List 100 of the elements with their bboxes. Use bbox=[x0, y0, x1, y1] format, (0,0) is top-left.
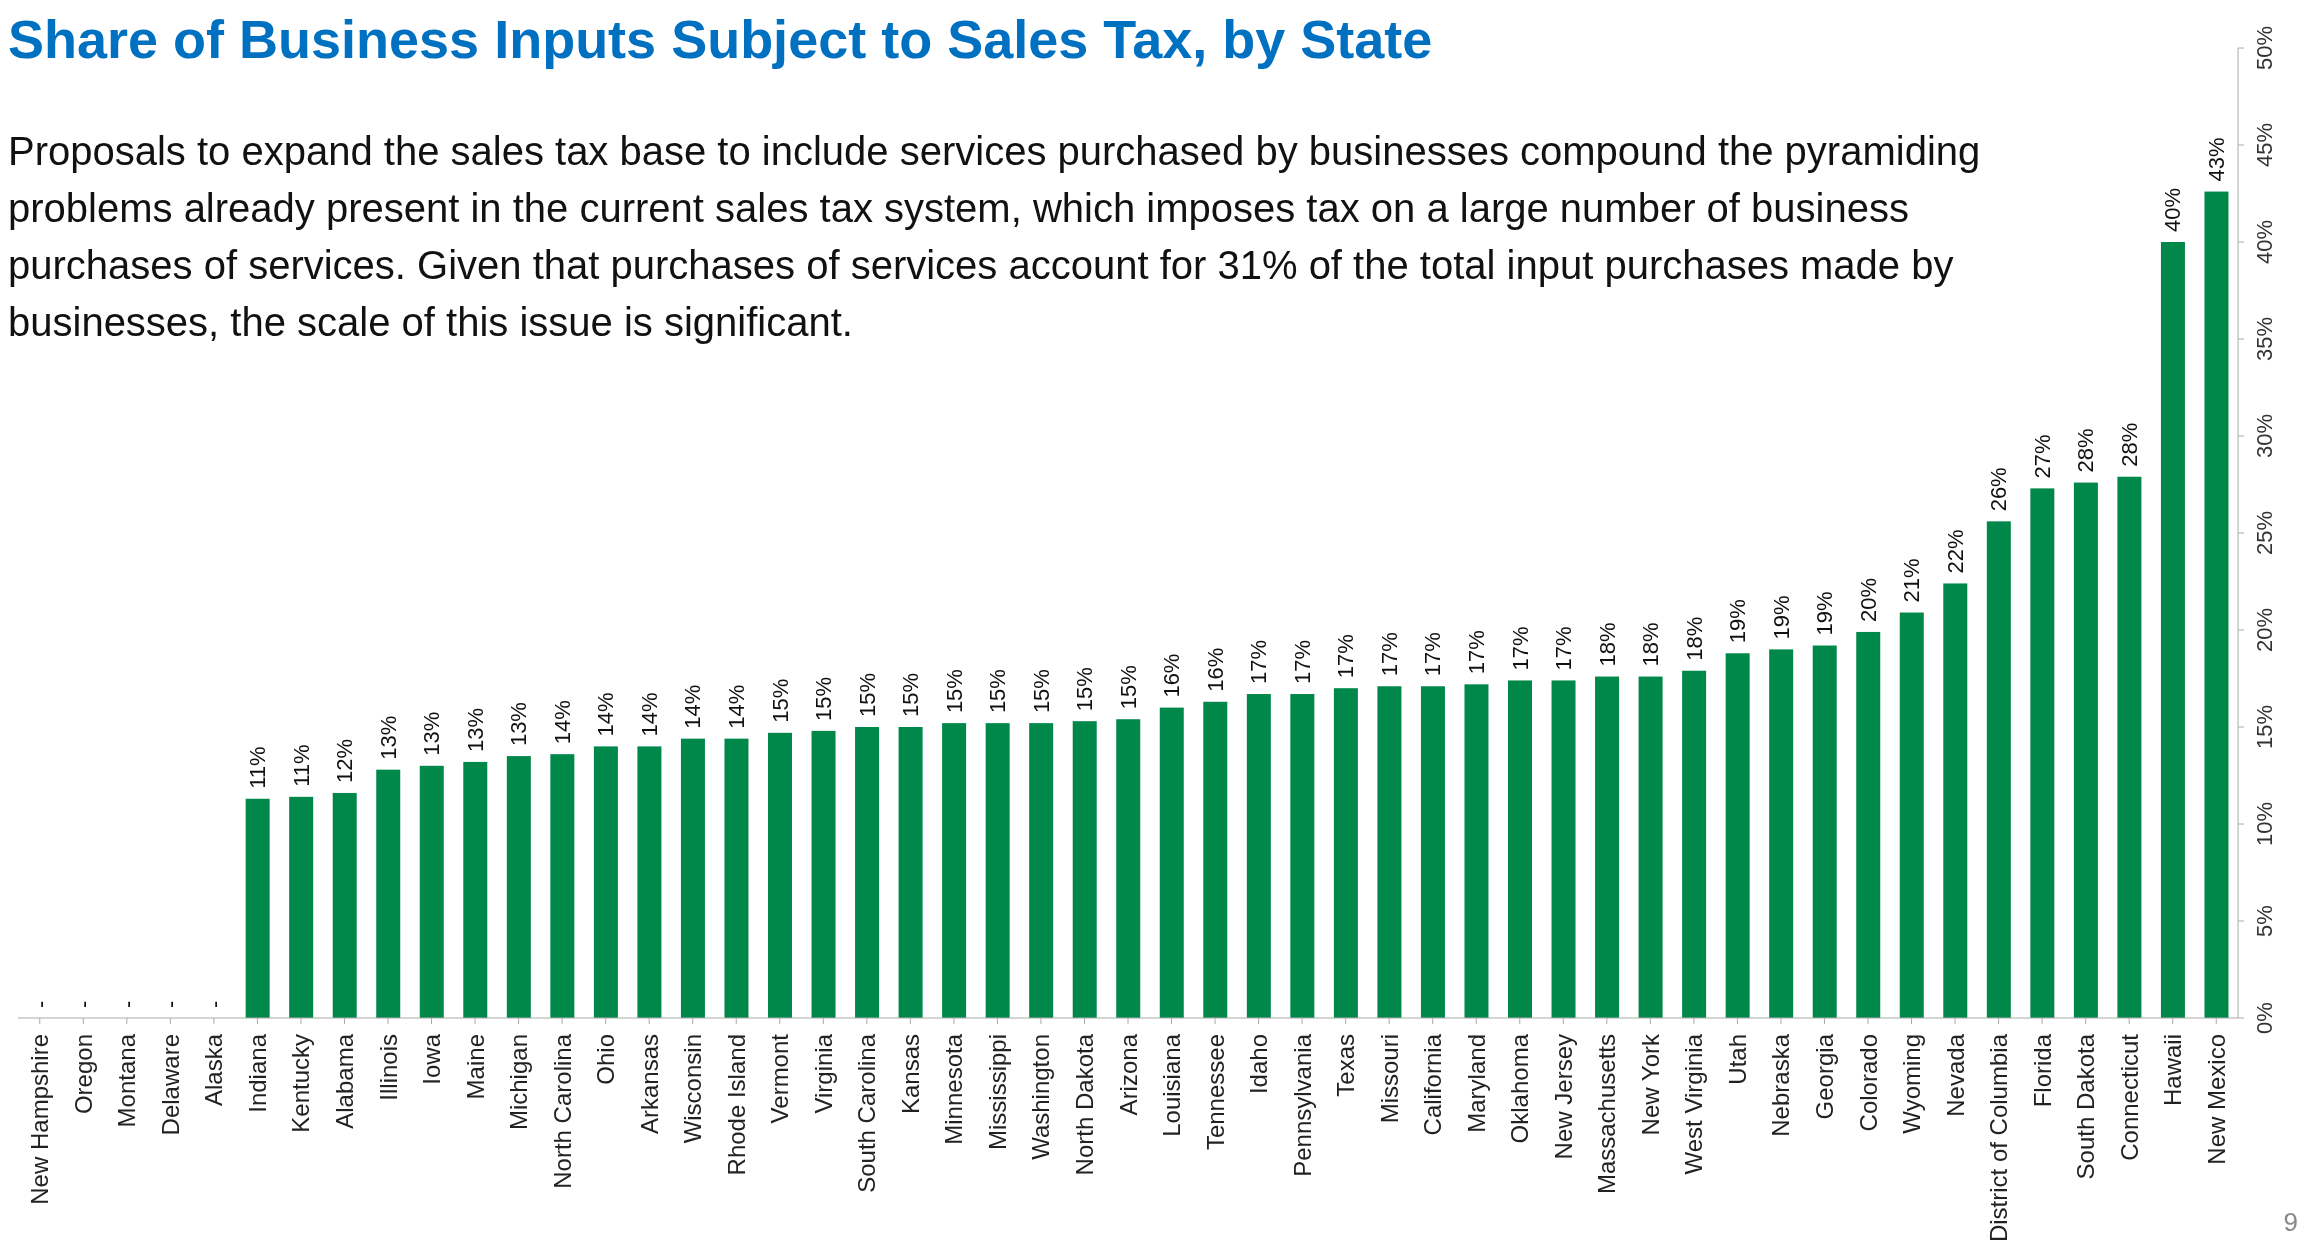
bar bbox=[2117, 476, 2142, 1018]
x-tick-label: Minnesota bbox=[940, 1033, 968, 1145]
x-tick-label: Connecticut bbox=[2115, 1033, 2143, 1161]
x-tick-label: South Dakota bbox=[2072, 1033, 2100, 1180]
bar bbox=[1072, 721, 1097, 1018]
data-label: 13% bbox=[419, 711, 445, 756]
bar bbox=[724, 738, 749, 1018]
data-label: 15% bbox=[941, 669, 967, 714]
data-label: 14% bbox=[723, 684, 749, 729]
y-tick-label: 5% bbox=[2251, 905, 2277, 937]
bar bbox=[245, 798, 270, 1018]
bar bbox=[1682, 670, 1707, 1018]
data-label: 22% bbox=[1942, 529, 1968, 574]
data-label: 17% bbox=[1463, 630, 1489, 675]
data-label: 14% bbox=[636, 692, 662, 737]
x-tick-label: District of Columbia bbox=[1985, 1033, 2013, 1243]
data-label: 15% bbox=[767, 678, 793, 723]
x-tick-label: Alabama bbox=[330, 1033, 358, 1129]
data-label: - bbox=[27, 1000, 53, 1008]
x-tick-label: Maryland bbox=[1462, 1034, 1490, 1133]
chart-title: Share of Business Inputs Subject to Sales Tax, by State bbox=[8, 8, 1433, 70]
data-label: 12% bbox=[332, 738, 358, 783]
bar bbox=[1116, 719, 1141, 1018]
x-tick-label: Arizona bbox=[1114, 1033, 1142, 1116]
x-tick-label: Missouri bbox=[1375, 1034, 1403, 1124]
bar bbox=[376, 769, 401, 1018]
x-tick-label: Wyoming bbox=[1898, 1034, 1926, 1134]
bar bbox=[855, 727, 880, 1018]
bar bbox=[637, 746, 662, 1018]
data-label: 18% bbox=[1638, 622, 1664, 667]
bar bbox=[289, 796, 314, 1018]
x-tick-label: Wisconsin bbox=[679, 1034, 707, 1144]
x-tick-label: Alaska bbox=[200, 1033, 228, 1107]
data-label: 19% bbox=[1725, 599, 1751, 644]
x-tick-label: Oregon bbox=[69, 1034, 97, 1115]
x-tick-label: New Hampshire bbox=[26, 1034, 54, 1205]
data-label: 17% bbox=[1376, 632, 1402, 677]
data-label: 11% bbox=[245, 746, 271, 789]
x-tick-label: Indiana bbox=[243, 1033, 271, 1113]
bar bbox=[1595, 676, 1620, 1018]
bar bbox=[1377, 686, 1402, 1018]
x-tick-label: Ohio bbox=[592, 1034, 620, 1085]
x-tick-label: Tennessee bbox=[1201, 1034, 1229, 1151]
bar bbox=[1333, 688, 1358, 1018]
bar bbox=[1769, 649, 1794, 1018]
data-label: 17% bbox=[1333, 634, 1359, 679]
bar bbox=[1899, 612, 1924, 1018]
data-label: 11% bbox=[288, 744, 314, 787]
data-label: 17% bbox=[1246, 639, 1272, 685]
data-label: 14% bbox=[593, 692, 619, 737]
bar bbox=[1246, 694, 1271, 1018]
data-label: 15% bbox=[985, 669, 1011, 714]
x-tick-label: Kansas bbox=[896, 1034, 924, 1115]
text: 9 bbox=[2283, 1207, 2298, 1238]
bar bbox=[1159, 707, 1184, 1018]
y-tick-label: 0% bbox=[2251, 1002, 2277, 1034]
x-tick-label: Louisiana bbox=[1158, 1033, 1186, 1137]
x-tick-label: Idaho bbox=[1245, 1034, 1273, 1095]
data-label: 16% bbox=[1159, 653, 1185, 698]
x-tick-label: Michigan bbox=[505, 1034, 533, 1131]
text: Proposals to expand the sales tax base to include services purchased by businesses compound the pyramiding problems already present in the current sales tax system, which imposes tax on a large number of business purchases of services. Given that purchases of services account for 31% of the total input purchases made by businesses, the scale of this issue is significant. bbox=[8, 128, 1982, 346]
bar bbox=[550, 754, 575, 1018]
bar bbox=[1420, 686, 1445, 1018]
bar bbox=[1551, 680, 1576, 1018]
bar bbox=[2073, 482, 2098, 1018]
bar bbox=[1943, 583, 1968, 1018]
data-label: 16% bbox=[1202, 647, 1228, 692]
data-label: 15% bbox=[1115, 665, 1141, 710]
y-tick-label: 45% bbox=[2251, 122, 2277, 168]
y-tick-label: 10% bbox=[2251, 801, 2277, 847]
x-tick-label: New Mexico bbox=[2202, 1034, 2230, 1165]
bar bbox=[1812, 645, 1837, 1018]
x-tick-label: Nevada bbox=[1941, 1033, 1969, 1117]
bar bbox=[898, 727, 923, 1018]
y-tick-label: 50% bbox=[2251, 25, 2277, 71]
data-label: 17% bbox=[1507, 626, 1533, 671]
y-tick-label: 15% bbox=[2251, 704, 2277, 750]
bar bbox=[985, 723, 1010, 1018]
x-tick-label: Florida bbox=[2028, 1033, 2056, 1108]
x-tick-label: Massachusetts bbox=[1593, 1034, 1621, 1195]
y-tick-label: 25% bbox=[2251, 510, 2277, 556]
bar bbox=[2030, 488, 2055, 1018]
x-tick-label: Washington bbox=[1027, 1034, 1055, 1160]
data-label: 43% bbox=[2203, 137, 2229, 182]
data-label: 28% bbox=[2116, 422, 2142, 467]
x-tick-label: South Carolina bbox=[853, 1033, 881, 1193]
y-tick-label: 35% bbox=[2251, 316, 2277, 362]
x-tick-label: Illinois bbox=[374, 1034, 402, 1101]
data-label: 26% bbox=[1986, 467, 2012, 512]
bar bbox=[593, 746, 618, 1018]
data-label: 15% bbox=[1072, 667, 1098, 712]
x-tick-label: Maine bbox=[461, 1034, 489, 1100]
data-label: 15% bbox=[811, 676, 837, 721]
bar bbox=[1203, 701, 1228, 1018]
x-tick-label: Iowa bbox=[418, 1033, 446, 1085]
data-label: 19% bbox=[1812, 591, 1838, 636]
bar bbox=[680, 738, 705, 1018]
x-tick-label: Pennsylvania bbox=[1288, 1033, 1316, 1177]
bar bbox=[506, 756, 531, 1018]
bar bbox=[1986, 521, 2011, 1018]
